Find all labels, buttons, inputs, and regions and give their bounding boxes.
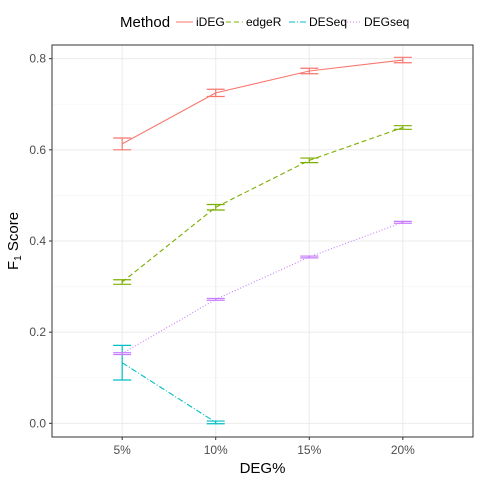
series-line-DEGseq (121, 221, 404, 355)
y-axis-title-subscript: 1 (13, 255, 24, 261)
errorbar-edgeR (113, 279, 132, 285)
legend-label-iDEG: iDEG (196, 15, 225, 29)
legend-item-DEGseq: DEGseq (344, 15, 409, 29)
series-DESeq (113, 344, 225, 425)
errorbar-DEGseq (300, 255, 319, 259)
errorbar-DESeq (206, 420, 225, 425)
errorbar-iDEG (393, 56, 412, 64)
errorbar-edgeR (393, 125, 412, 130)
y-axis-ticks: 0.0 0.2 0.4 0.6 0.8 (29, 52, 52, 430)
y-tick-label: 0.2 (29, 325, 46, 339)
y-tick-label: 0.8 (29, 52, 46, 66)
series-line-edgeR (121, 126, 404, 283)
x-tick-label: 5% (113, 443, 131, 457)
errorbar-DESeq (113, 344, 132, 381)
y-tick-label: 0.4 (29, 234, 46, 248)
series-layer (113, 56, 412, 425)
legend-item-edgeR: edgeR (226, 15, 282, 29)
errorbar-edgeR (206, 203, 225, 211)
series-DEGseq (113, 220, 412, 356)
legend-item-DESeq: DESeq (289, 15, 347, 29)
errorbar-DEGseq (113, 352, 132, 356)
legend: Method iDEG edgeR DESeq DEGseq (120, 14, 409, 31)
errorbar-iDEG (300, 67, 319, 75)
x-axis-ticks: 5% 10% 15% 20% (113, 437, 415, 457)
y-axis-title-main: F (5, 261, 22, 270)
y-tick-label: 0.0 (29, 416, 46, 430)
legend-label-edgeR: edgeR (246, 15, 282, 29)
errorbar-iDEG (206, 88, 225, 98)
x-tick-label: 20% (391, 443, 415, 457)
series-line-DESeq (121, 362, 217, 423)
series-line-iDEG (121, 59, 403, 145)
series-edgeR (113, 125, 412, 285)
errorbar-iDEG (113, 137, 132, 151)
legend-label-DEGseq: DEGseq (364, 15, 409, 29)
legend-title: Method (120, 14, 170, 31)
y-tick-label: 0.6 (29, 143, 46, 157)
legend-item-iDEG: iDEG (176, 15, 225, 29)
series-iDEG (113, 56, 412, 151)
y-axis-title: F1 Score (5, 212, 24, 270)
x-axis-title: DEG% (240, 460, 286, 477)
errorbar-edgeR (300, 157, 319, 164)
x-tick-label: 10% (204, 443, 228, 457)
gridlines (52, 45, 473, 437)
y-axis-title-rest: Score (5, 212, 22, 255)
legend-label-DESeq: DESeq (309, 15, 347, 29)
errorbar-DEGseq (206, 297, 225, 301)
errorbar-DEGseq (393, 220, 412, 224)
x-tick-label: 15% (297, 443, 321, 457)
